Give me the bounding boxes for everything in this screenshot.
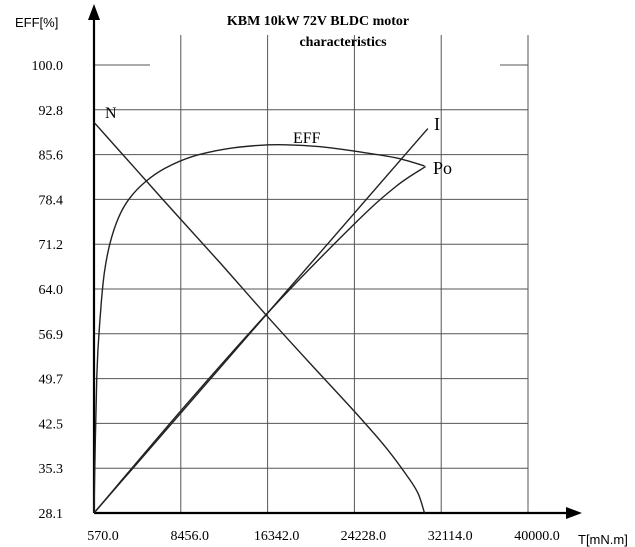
y-tick-label: 28.1: [39, 507, 64, 522]
y-tick-label: 100.0: [32, 59, 64, 74]
x-tick-label: 24228.0: [341, 529, 387, 544]
series-line-n: [93, 121, 426, 514]
series-line-po: [93, 166, 426, 514]
x-tick-label: 16342.0: [254, 529, 300, 544]
y-tick-label: 35.3: [39, 462, 64, 477]
y-tick-label: 71.2: [39, 238, 64, 253]
y-tick-label: 42.5: [39, 417, 64, 432]
y-tick-label: 56.9: [39, 328, 64, 343]
y-tick-label: 49.7: [39, 373, 64, 388]
x-tick-label: 40000.0: [514, 529, 560, 544]
x-axis-label: T[mN.m]: [578, 532, 628, 547]
x-tick-label: 8456.0: [171, 529, 210, 544]
series-label-po: Po: [433, 158, 452, 178]
grid: [94, 35, 529, 513]
chart-subtitle: characteristics: [299, 35, 387, 50]
series-label-i: I: [434, 114, 440, 134]
y-tick-label: 78.4: [39, 193, 64, 208]
series-labels: EFF N I Po: [105, 105, 452, 178]
tick-labels: 28.1 35.3 42.5 49.7 56.9 64.0 71.2 78.4 85.6 92.8…: [32, 59, 560, 544]
chart-title: KBM 10kW 72V BLDC motor: [227, 14, 409, 29]
axes: [88, 4, 582, 519]
y-tick-label: 85.6: [39, 149, 64, 164]
series-line-eff: [93, 143, 425, 514]
x-tick-label: 32114.0: [428, 529, 473, 544]
series-lines: [93, 121, 429, 514]
series-label-n: N: [105, 105, 117, 122]
x-tick-label: 570.0: [87, 529, 119, 544]
y-axis-arrow-icon: [88, 4, 100, 20]
x-axis-arrow-icon: [566, 507, 582, 519]
y-tick-label: 92.8: [39, 104, 64, 119]
y-axis-label: EFF[%]: [15, 15, 58, 30]
series-label-eff: EFF: [293, 130, 321, 147]
y-tick-label: 64.0: [39, 283, 64, 298]
